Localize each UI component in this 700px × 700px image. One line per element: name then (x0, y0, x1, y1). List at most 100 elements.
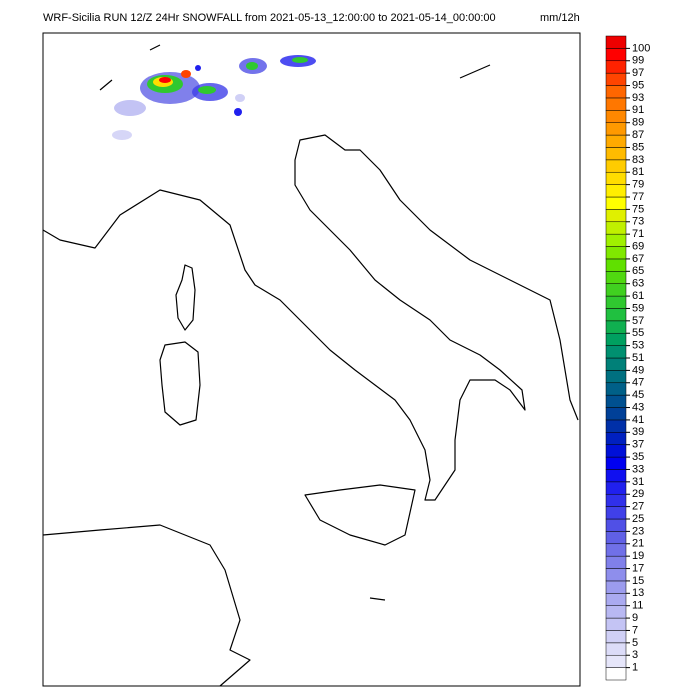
colorbar-box (605, 209, 627, 223)
colorbar-label: 21 (632, 538, 644, 550)
colorbar-box (605, 357, 627, 371)
map-title: WRF-Sicilia RUN 12/Z 24Hr SNOWFALL from … (43, 12, 496, 24)
colorbar-label: 55 (632, 327, 644, 339)
colorbar-box (605, 72, 627, 86)
colorbar-box (605, 419, 627, 433)
colorbar-label: 71 (632, 228, 644, 240)
colorbar-label: 13 (632, 587, 644, 599)
colorbar-label: 27 (632, 501, 644, 513)
colorbar-box (605, 159, 627, 173)
colorbar-label: 87 (632, 129, 644, 141)
colorbar-label: 69 (632, 240, 644, 252)
colorbar-box (605, 518, 627, 532)
colorbar-label: 5 (632, 637, 638, 649)
colorbar-label: 1 (632, 662, 638, 674)
colorbar-box (605, 258, 627, 272)
colorbar-label: 77 (632, 191, 644, 203)
colorbar-label: 47 (632, 377, 644, 389)
colorbar-box (605, 221, 627, 235)
colorbar-label: 11 (632, 600, 643, 612)
colorbar-box (605, 97, 627, 111)
colorbar: 1357911131517192123252729313335373941434… (605, 35, 650, 681)
colorbar-label: 57 (632, 315, 644, 327)
colorbar-box (605, 196, 627, 210)
colorbar-label: 31 (632, 476, 644, 488)
colorbar-box (605, 667, 627, 681)
colorbar-box (605, 456, 627, 470)
colorbar-label: 23 (632, 525, 644, 537)
colorbar-label: 37 (632, 439, 644, 451)
colorbar-label: 67 (632, 253, 644, 265)
colorbar-label: 93 (632, 92, 644, 104)
colorbar-label: 29 (632, 488, 644, 500)
colorbar-label: 41 (632, 414, 644, 426)
colorbar-label: 49 (632, 364, 644, 376)
colorbar-label: 59 (632, 302, 644, 314)
colorbar-label: 100 (632, 42, 650, 54)
colorbar-label: 97 (632, 67, 644, 79)
colorbar-label: 33 (632, 463, 644, 475)
colorbar-box (605, 617, 627, 631)
map-frame (42, 32, 581, 687)
colorbar-label: 35 (632, 451, 644, 463)
colorbar-box (605, 332, 627, 346)
colorbar-box (605, 394, 627, 408)
colorbar-label: 17 (632, 562, 644, 574)
colorbar-label: 63 (632, 278, 644, 290)
colorbar-box (605, 568, 627, 582)
colorbar-box (605, 605, 627, 619)
colorbar-box (605, 531, 627, 545)
colorbar-label: 83 (632, 154, 644, 166)
colorbar-label: 25 (632, 513, 644, 525)
colorbar-label: 89 (632, 117, 644, 129)
colorbar-box (605, 493, 627, 507)
coastline-sicily (304, 484, 416, 546)
colorbar-label: 7 (632, 624, 638, 636)
colorbar-box (605, 580, 627, 594)
colorbar-label: 19 (632, 550, 644, 562)
colorbar-label: 51 (632, 352, 644, 364)
coastline-sardinia (159, 341, 201, 426)
colorbar-label: 53 (632, 340, 644, 352)
colorbar-box (605, 320, 627, 334)
colorbar-box (605, 654, 627, 668)
colorbar-label: 73 (632, 216, 644, 228)
colorbar-box (605, 308, 627, 322)
colorbar-label: 15 (632, 575, 644, 587)
colorbar-box (605, 543, 627, 557)
colorbar-box (605, 382, 627, 396)
colorbar-box (605, 506, 627, 520)
colorbar-box (605, 171, 627, 185)
colorbar-label: 85 (632, 141, 644, 153)
snowfall (112, 55, 316, 140)
colorbar-box (605, 432, 627, 445)
colorbar-label: 43 (632, 401, 644, 413)
colorbar-box (605, 147, 627, 161)
map (42, 32, 581, 687)
colorbar-box (605, 110, 627, 123)
colorbar-box (605, 122, 627, 136)
colorbar-box (605, 407, 627, 421)
colorbar-box (605, 593, 627, 606)
colorbar-label: 75 (632, 203, 644, 215)
colorbar-box (605, 48, 627, 62)
colorbar-box (605, 630, 627, 644)
colorbar-box (605, 233, 627, 247)
colorbar-label: 9 (632, 612, 638, 624)
colorbar-label: 45 (632, 389, 644, 401)
colorbar-label: 65 (632, 265, 644, 277)
colorbar-label: 3 (632, 649, 638, 661)
colorbar-label: 81 (632, 166, 644, 178)
unit-label: mm/12h (540, 12, 580, 24)
colorbar-box (605, 444, 627, 458)
colorbar-box (605, 134, 627, 148)
colorbar-box (605, 35, 627, 49)
colorbar-box (605, 295, 627, 309)
colorbar-box (605, 370, 627, 384)
colorbar-box (605, 271, 627, 284)
colorbar-box (605, 60, 627, 74)
colorbar-box (605, 184, 627, 198)
colorbar-label: 61 (632, 290, 644, 302)
colorbar-label: 79 (632, 179, 644, 191)
